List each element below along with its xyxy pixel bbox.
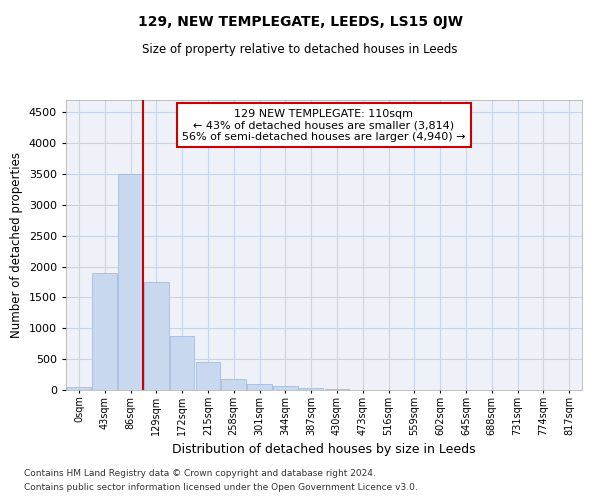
Bar [325, 389, 349, 390]
Bar [92, 273, 117, 390]
Bar [67, 387, 91, 390]
Text: 129 NEW TEMPLEGATE: 110sqm
← 43% of detached houses are smaller (3,814)
56% of s: 129 NEW TEMPLEGATE: 110sqm ← 43% of deta… [182, 108, 466, 142]
Bar [221, 379, 246, 390]
Text: 129, NEW TEMPLEGATE, LEEDS, LS15 0JW: 129, NEW TEMPLEGATE, LEEDS, LS15 0JW [137, 15, 463, 29]
Bar [299, 388, 323, 390]
Y-axis label: Number of detached properties: Number of detached properties [10, 152, 23, 338]
X-axis label: Distribution of detached houses by size in Leeds: Distribution of detached houses by size … [172, 444, 476, 456]
Text: Contains HM Land Registry data © Crown copyright and database right 2024.: Contains HM Land Registry data © Crown c… [24, 468, 376, 477]
Bar [196, 362, 220, 390]
Text: Size of property relative to detached houses in Leeds: Size of property relative to detached ho… [142, 42, 458, 56]
Bar [144, 282, 169, 390]
Bar [170, 336, 194, 390]
Bar [247, 384, 272, 390]
Bar [118, 174, 143, 390]
Text: Contains public sector information licensed under the Open Government Licence v3: Contains public sector information licen… [24, 484, 418, 492]
Bar [273, 386, 298, 390]
